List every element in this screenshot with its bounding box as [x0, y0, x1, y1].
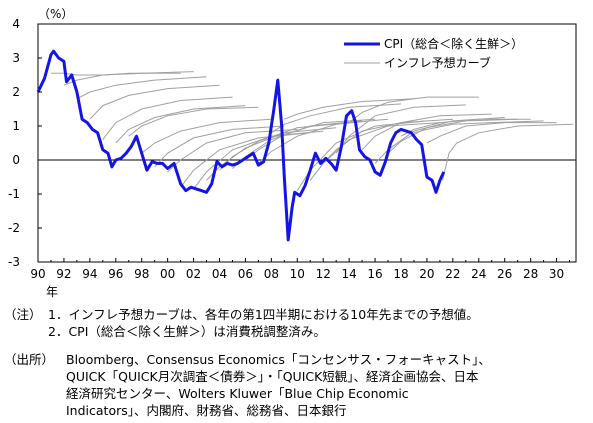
source-line-3: 経済研究センター、Wolters Kluwer「Blue Chip Econom… [66, 386, 409, 401]
y-tick-label: 2 [12, 85, 20, 99]
x-tick-label: 00 [160, 267, 175, 281]
x-tick-label: 28 [523, 267, 538, 281]
expectation-curve [413, 120, 544, 134]
expectation-curve [193, 130, 324, 190]
expectation-curve [361, 113, 492, 151]
cpi-line [36, 49, 446, 242]
cpi-series [36, 49, 446, 242]
x-tick-label: 24 [471, 267, 486, 281]
x-tick-label: 04 [212, 267, 227, 281]
x-tick-label: 08 [264, 267, 279, 281]
y-tick-label: 0 [12, 153, 20, 167]
x-tick-label: 98 [134, 267, 149, 281]
expectation-curve [322, 118, 453, 164]
expectation-curve [102, 96, 233, 140]
x-tick-label: 06 [238, 267, 253, 281]
plot-area [37, 23, 577, 263]
expectation-curves [51, 71, 574, 191]
x-tick-label: 30 [549, 267, 564, 281]
note-line-1: 1．インフレ予想カーブは、各年の第1四半期における10年先までの予想値。 [48, 307, 479, 322]
x-tick-label: 02 [186, 267, 201, 281]
x-tick-label: 92 [56, 267, 71, 281]
x-tick-label: 14 [341, 267, 356, 281]
x-tick-label: 90 [30, 267, 45, 281]
expectation-curve [442, 123, 574, 181]
x-tick-label: 96 [108, 267, 123, 281]
legend: CPI（総合＜除く生鮮＞） インフレ予想カーブ [344, 36, 523, 70]
y-unit-label: （%） [38, 7, 73, 21]
y-tick-label: -2 [8, 221, 20, 235]
expectation-curve [271, 103, 402, 134]
expectation-curve [89, 84, 220, 120]
expectation-curve [76, 76, 207, 100]
legend-cpi-label: CPI（総合＜除く生鮮＞） [384, 36, 523, 51]
source-label: （出所） [4, 352, 55, 367]
y-tick-label: 4 [12, 17, 20, 31]
legend-curve-label: インフレ予想カーブ [384, 55, 491, 70]
x-tick-label: 20 [419, 267, 434, 281]
x-tick-label: 18 [393, 267, 408, 281]
expectation-curve [348, 96, 479, 123]
expectation-curve [154, 125, 285, 168]
expectation-curve [309, 122, 440, 181]
source-line-4: Indicators」、内閣府、財務省、総務省、日本銀行 [66, 403, 347, 418]
expectation-curve [167, 128, 298, 173]
note-label: （注） [4, 307, 42, 322]
expectation-curve [258, 118, 389, 164]
x-unit-label: 年 [46, 285, 58, 299]
expectation-curve [335, 104, 466, 154]
x-tick-label: 94 [82, 267, 97, 281]
x-tick-label: 16 [367, 267, 382, 281]
expectation-curve [115, 105, 246, 144]
x-tick-label: 22 [445, 267, 460, 281]
expectation-curve [128, 106, 259, 137]
expectation-curve [426, 122, 557, 144]
x-tick-label: 10 [290, 267, 305, 281]
plot-frame [37, 23, 577, 263]
y-tick-label: 3 [12, 51, 20, 65]
expectation-curve [387, 118, 518, 154]
expectation-curve [141, 118, 272, 154]
note-line-2: 2．CPI（総合＜除く生鮮＞）は消費税調整済み。 [48, 324, 326, 339]
expectation-curve [284, 98, 415, 120]
x-tick-label: 26 [497, 267, 512, 281]
x-tick-label: 12 [316, 267, 331, 281]
y-tick-label: -3 [8, 255, 20, 269]
y-tick-label: 1 [12, 119, 20, 133]
source-line-2: QUICK「QUICK月次調査＜債券＞」・「QUICK短観」、経済企画協会、日本 [66, 369, 479, 384]
y-tick-label: -1 [8, 187, 20, 201]
source-line-1: Bloomberg、Consensus Economics「コンセンサス・フォー… [66, 352, 491, 367]
